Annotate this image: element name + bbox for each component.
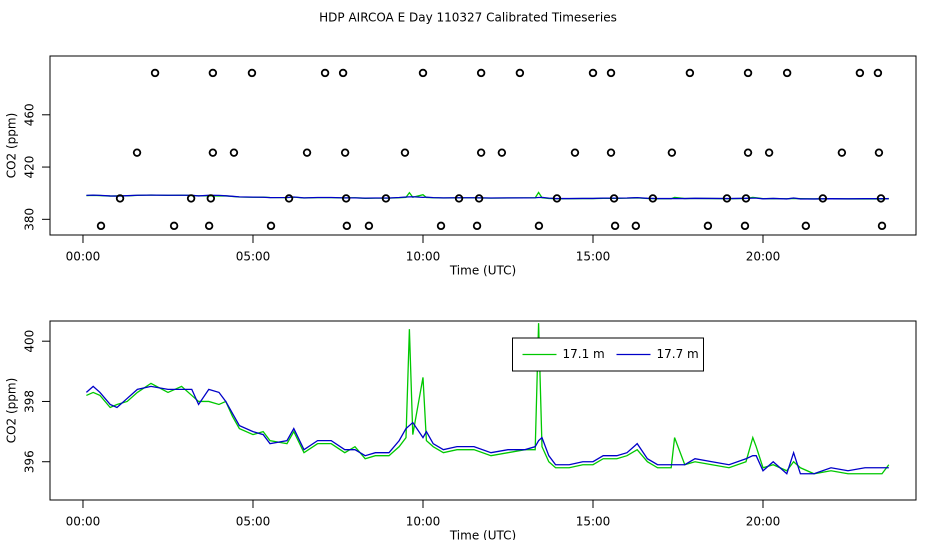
legend-label: 17.1 m — [563, 347, 605, 361]
calibration-point — [169, 221, 179, 231]
y-tick-label: 420 — [23, 156, 37, 179]
x-tick-label: 00:00 — [66, 515, 101, 529]
calibration-point — [877, 221, 887, 231]
calibration-point — [204, 221, 214, 231]
calibration-point — [743, 148, 753, 157]
plot-frame — [49, 320, 917, 501]
series-line — [86, 323, 890, 475]
x-tick-label: 20:00 — [746, 250, 781, 264]
calibration-point — [667, 148, 677, 157]
calibration-point — [229, 148, 239, 157]
calibration-point — [341, 194, 351, 203]
calibration-point — [436, 221, 446, 231]
y-tick-label: 400 — [23, 330, 37, 353]
y-tick-label: 398 — [23, 390, 37, 413]
calibration-point — [208, 148, 218, 157]
calibration-point — [208, 68, 218, 78]
legend-label: 17.7 m — [657, 347, 699, 361]
calibration-point — [381, 194, 391, 203]
x-tick-label: 10:00 — [406, 250, 441, 264]
calibration-point — [497, 148, 507, 157]
calibration-point — [472, 221, 482, 231]
calibration-point — [474, 194, 484, 203]
x-axis-label: Time (UTC) — [449, 529, 516, 540]
calibration-point — [740, 221, 750, 231]
calibration-point — [115, 194, 125, 203]
x-tick-label: 00:00 — [66, 250, 101, 264]
calibration-point — [338, 68, 348, 78]
y-tick-label: 460 — [23, 103, 37, 126]
calibration-point — [132, 148, 142, 157]
y-tick-label: 380 — [23, 208, 37, 231]
calibration-point — [400, 148, 410, 157]
calibration-point — [818, 194, 828, 203]
x-tick-label: 20:00 — [746, 515, 781, 529]
calibration-point — [722, 194, 732, 203]
calibration-point — [534, 221, 544, 231]
calibration-point — [743, 68, 753, 78]
calibration-point — [342, 221, 352, 231]
x-tick-label: 15:00 — [576, 250, 611, 264]
calibration-point — [855, 68, 865, 78]
calibration-point — [150, 68, 160, 78]
calibration-point — [247, 68, 257, 78]
x-tick-label: 05:00 — [236, 515, 271, 529]
calibration-point — [364, 221, 374, 231]
calibration-point — [874, 148, 884, 157]
calibration-point — [873, 68, 883, 78]
y-axis-label: CO2 (ppm) — [5, 378, 19, 444]
calibration-point — [340, 148, 350, 157]
calibration-point — [801, 221, 811, 231]
calibration-point — [837, 148, 847, 157]
calibration-point — [454, 194, 464, 203]
series-line — [86, 194, 889, 200]
y-tick-label: 396 — [23, 450, 37, 473]
calibration-point — [476, 148, 486, 157]
y-axis-label: CO2 (ppm) — [5, 113, 19, 179]
calibration-point — [515, 68, 525, 78]
calibration-point — [610, 221, 620, 231]
x-axis-label: Time (UTC) — [449, 264, 516, 278]
calibration-point — [876, 194, 886, 203]
calibration-point — [782, 68, 792, 78]
calibration-point — [741, 194, 751, 203]
calibration-point — [685, 68, 695, 78]
calibration-point — [609, 194, 619, 203]
calibration-point — [552, 194, 562, 203]
x-tick-label: 05:00 — [236, 250, 271, 264]
calibration-point — [320, 68, 330, 78]
calibration-point — [186, 194, 196, 203]
calibration-point — [284, 194, 294, 203]
calibration-point — [266, 221, 276, 231]
x-tick-label: 10:00 — [406, 515, 441, 529]
calibration-point — [476, 68, 486, 78]
calibration-point — [588, 68, 598, 78]
calibration-point — [631, 221, 641, 231]
calibration-point — [606, 148, 616, 157]
page-title: HDP AIRCOA E Day 110327 Calibrated Times… — [319, 11, 617, 25]
calibration-point — [418, 68, 428, 78]
series-line — [85, 385, 889, 475]
calibration-point — [206, 194, 216, 203]
calibration-point — [96, 221, 106, 231]
x-tick-label: 15:00 — [576, 515, 611, 529]
plot-frame — [49, 55, 917, 236]
calibration-point — [302, 148, 312, 157]
calibration-point — [606, 68, 616, 78]
calibration-point — [703, 221, 713, 231]
calibration-point — [648, 194, 658, 203]
calibration-point — [570, 148, 580, 157]
calibration-point — [764, 148, 774, 157]
